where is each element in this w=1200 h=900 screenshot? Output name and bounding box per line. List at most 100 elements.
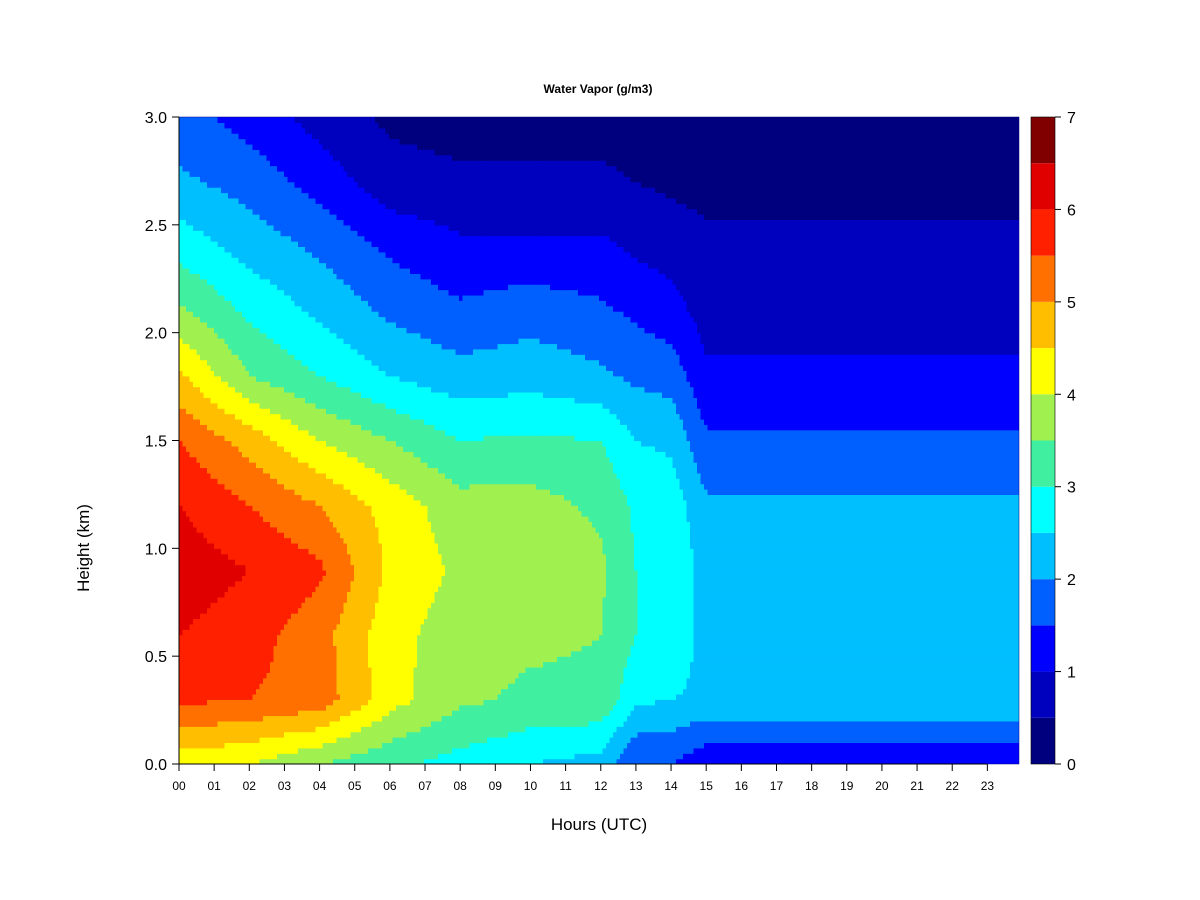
heatmap-cell (575, 732, 579, 738)
heatmap-cell (207, 726, 211, 732)
heatmap-cell (778, 715, 782, 721)
heatmap-cell (697, 683, 701, 689)
heatmap-cell (750, 753, 754, 759)
heatmap-cell (648, 732, 652, 738)
heatmap-cell (445, 705, 449, 711)
heatmap-cell (396, 667, 400, 673)
heatmap-cell (186, 753, 190, 759)
heatmap-cell (582, 699, 586, 705)
heatmap-cell (256, 753, 260, 759)
heatmap-cell (372, 705, 376, 711)
heatmap-cell (512, 699, 516, 705)
heatmap-cell (452, 726, 456, 732)
heatmap-cell (547, 694, 551, 700)
heatmap-cell (515, 689, 519, 695)
heatmap-cell (260, 689, 264, 695)
heatmap-cell (333, 683, 337, 689)
heatmap-cell (529, 678, 533, 684)
heatmap-cell (407, 742, 411, 748)
heatmap-cell (249, 683, 253, 689)
heatmap-cell (302, 715, 306, 721)
heatmap-cell (666, 742, 670, 748)
heatmap-cell (599, 689, 603, 695)
heatmap-cell (676, 737, 680, 743)
heatmap-cell (372, 710, 376, 716)
heatmap-cell (473, 732, 477, 738)
heatmap-cell (501, 689, 505, 695)
heatmap-cell (638, 753, 642, 759)
heatmap-cell (393, 705, 397, 711)
heatmap-cell (323, 667, 327, 673)
heatmap-cell (249, 726, 253, 732)
heatmap-cell (827, 694, 831, 700)
heatmap-cell (991, 726, 995, 732)
heatmap-cell (673, 721, 677, 727)
heatmap-cell (624, 732, 628, 738)
heatmap-cell (900, 753, 904, 759)
heatmap-cell (375, 726, 379, 732)
heatmap-cell (823, 694, 827, 700)
heatmap-cell (1005, 694, 1009, 700)
heatmap-cell (746, 748, 750, 754)
heatmap-cell (274, 710, 278, 716)
heatmap-cell (547, 726, 551, 732)
heatmap-cell (218, 737, 222, 743)
heatmap-cell (410, 737, 414, 743)
heatmap-cell (806, 715, 810, 721)
heatmap-cell (617, 726, 621, 732)
heatmap-cell (330, 742, 334, 748)
heatmap-cell (382, 667, 386, 673)
heatmap-cell (428, 710, 432, 716)
heatmap-cell (1012, 753, 1016, 759)
heatmap-cell (865, 732, 869, 738)
heatmap-cell (410, 667, 414, 673)
heatmap-cell (848, 732, 852, 738)
heatmap-cell (977, 742, 981, 748)
heatmap-cell (221, 678, 225, 684)
heatmap-cell (795, 721, 799, 727)
heatmap-cell (382, 672, 386, 678)
heatmap-cell (715, 683, 719, 689)
heatmap-cell (946, 753, 950, 759)
heatmap-cell (641, 705, 645, 711)
heatmap-cell (708, 742, 712, 748)
heatmap-cell (193, 721, 197, 727)
heatmap-cell (949, 694, 953, 700)
heatmap-cell (305, 699, 309, 705)
heatmap-cell (683, 737, 687, 743)
heatmap-cell (228, 748, 232, 754)
heatmap-cell (543, 683, 547, 689)
heatmap-cell (368, 694, 372, 700)
heatmap-cell (543, 689, 547, 695)
heatmap-cell (949, 737, 953, 743)
heatmap-cell (743, 753, 747, 759)
heatmap-cell (806, 742, 810, 748)
heatmap-cell (963, 732, 967, 738)
heatmap-cell (582, 715, 586, 721)
heatmap-cell (522, 726, 526, 732)
heatmap-cell (407, 710, 411, 716)
heatmap-cell (424, 689, 428, 695)
heatmap-cell (708, 683, 712, 689)
heatmap-cell (214, 694, 218, 700)
heatmap-cell (799, 694, 803, 700)
heatmap-cell (655, 699, 659, 705)
heatmap-cell (494, 715, 498, 721)
heatmap-cell (645, 694, 649, 700)
heatmap-cell (498, 689, 502, 695)
heatmap-cell (228, 678, 232, 684)
heatmap-cell (358, 721, 362, 727)
heatmap-cell (932, 699, 936, 705)
heatmap-cell (501, 672, 505, 678)
heatmap-cell (715, 715, 719, 721)
heatmap-cell (991, 748, 995, 754)
heatmap-cell (764, 689, 768, 695)
heatmap-cell (291, 710, 295, 716)
heatmap-cell (746, 726, 750, 732)
heatmap-cell (228, 710, 232, 716)
heatmap-cell (246, 710, 250, 716)
heatmap-cell (428, 732, 432, 738)
heatmap-cell (848, 694, 852, 700)
heatmap-cell (365, 710, 369, 716)
heatmap-cell (599, 683, 603, 689)
